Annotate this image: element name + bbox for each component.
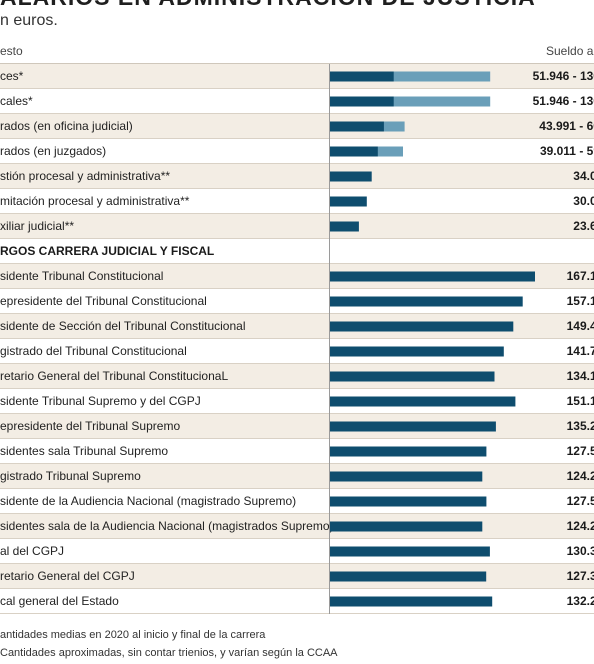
row-label: ces* [0, 69, 24, 83]
row-label: xiliar judicial** [0, 219, 75, 233]
salary-value-label: 39.011 - 59.5 [539, 144, 594, 158]
row-label: sidente de la Audiencia Nacional (magist… [0, 494, 297, 508]
column-header-position: esto [0, 44, 23, 58]
table-row: sidente de Sección del Tribunal Constitu… [0, 314, 594, 339]
table-row: rados (en oficina judicial) 43.991 - 60.8 [0, 114, 594, 139]
row-label: sidentes sala Tribunal Supremo [0, 444, 169, 458]
column-header-salary: Sueldo a [546, 44, 594, 58]
salary-value-label: 43.991 - 60.8 [539, 119, 594, 133]
table-row: gistrado Tribunal Supremo 124.202 [0, 464, 594, 489]
table-row: gistrado del Tribunal Constitucional 141.… [0, 339, 594, 364]
table-row: epresidente del Tribunal Constitucional 1… [0, 289, 594, 314]
salary-value-label: 130.390 [566, 544, 594, 558]
chart-title: ALARIOS EN ADMINISTRACIÓN DE JUSTICIA [0, 0, 536, 11]
row-label: sidente de Sección del Tribunal Constitu… [0, 319, 246, 333]
table-row: ces* 51.946 - 130.6 [0, 64, 594, 89]
table-row: retario General del CGPJ 127.384 [0, 564, 594, 589]
row-label: gistrado Tribunal Supremo [0, 469, 141, 483]
salary-value-label: 124.202 [566, 469, 594, 483]
salary-value-label: 34.000 [573, 169, 594, 183]
salary-value-label: 167.169 [566, 269, 594, 283]
row-label: rados (en juzgados) [0, 144, 107, 158]
salary-value-label: 135.282 [566, 419, 594, 433]
salary-value-label: 141.757 [566, 344, 594, 358]
table-row: sidente Tribunal Constitucional 167.169 [0, 264, 594, 289]
table-row: sidentes sala de la Audiencia Nacional (… [0, 514, 594, 539]
row-label: al del CGPJ [0, 544, 65, 558]
salary-value-label: 149.444 [566, 319, 594, 333]
table-row: cal general del Estado 132.235 [0, 589, 594, 614]
salary-value-label: 132.235 [566, 594, 594, 608]
row-label: gistrado del Tribunal Constitucional [0, 344, 187, 358]
row-label: retario General del CGPJ [0, 569, 135, 583]
table-row: xiliar judicial** 23.600 [0, 214, 594, 239]
row-label: cales* [0, 94, 33, 108]
salary-value-label: 127.521 [566, 444, 594, 458]
salary-value-label: 30.000 [573, 194, 594, 208]
table-row: mitación procesal y administrativa** 30.0… [0, 189, 594, 214]
salary-value-label: 23.600 [573, 219, 594, 233]
chart-subtitle: n euros. [0, 12, 58, 29]
table-row: cales* 51.946 - 130.6 [0, 89, 594, 114]
section-header-row: RGOS CARRERA JUDICIAL Y FISCAL [0, 239, 594, 264]
row-label: sidentes sala de la Audiencia Nacional (… [0, 519, 334, 533]
table-row: rados (en juzgados) 39.011 - 59.5 [0, 139, 594, 164]
salary-value-label: 51.946 - 130.6 [532, 69, 594, 83]
table-row: epresidente del Tribunal Supremo 135.282 [0, 414, 594, 439]
row-label: stión procesal y administrativa** [0, 169, 171, 183]
row-label: epresidente del Tribunal Constitucional [0, 294, 207, 308]
footnote-1: antidades medias en 2020 al inicio y fin… [0, 629, 266, 641]
salary-value-label: 134.150 [566, 369, 594, 383]
salary-value-label: 151.186 [566, 394, 594, 408]
table-row: sidente de la Audiencia Nacional (magist… [0, 489, 594, 514]
table-row: al del CGPJ 130.390 [0, 539, 594, 564]
table-row: sidente Tribunal Supremo y del CGPJ 151.1… [0, 389, 594, 414]
salary-value-label: 51.946 - 130.6 [532, 94, 594, 108]
row-label: sidente Tribunal Supremo y del CGPJ [0, 394, 201, 408]
table-row: stión procesal y administrativa** 34.000 [0, 164, 594, 189]
row-label: epresidente del Tribunal Supremo [0, 419, 181, 433]
footnote-2: Cantidades aproximadas, sin contar trien… [0, 647, 338, 659]
row-label: retario General del Tribunal Constitucio… [0, 369, 229, 383]
table-row: sidentes sala Tribunal Supremo 127.521 [0, 439, 594, 464]
salary-value-label: 124.202 [566, 519, 594, 533]
salary-value-label: 127.384 [566, 569, 594, 583]
section-label: RGOS CARRERA JUDICIAL Y FISCAL [0, 244, 215, 258]
table-row: retario General del Tribunal Constitucio… [0, 364, 594, 389]
bar-axis-line [329, 64, 330, 614]
salary-value-label: 127.521 [566, 494, 594, 508]
header-divider [0, 63, 594, 64]
salary-value-label: 157.133 [566, 294, 594, 308]
row-label: cal general del Estado [0, 594, 119, 608]
row-label: rados (en oficina judicial) [0, 119, 133, 133]
row-label: sidente Tribunal Constitucional [0, 269, 164, 283]
row-label: mitación procesal y administrativa** [0, 194, 190, 208]
